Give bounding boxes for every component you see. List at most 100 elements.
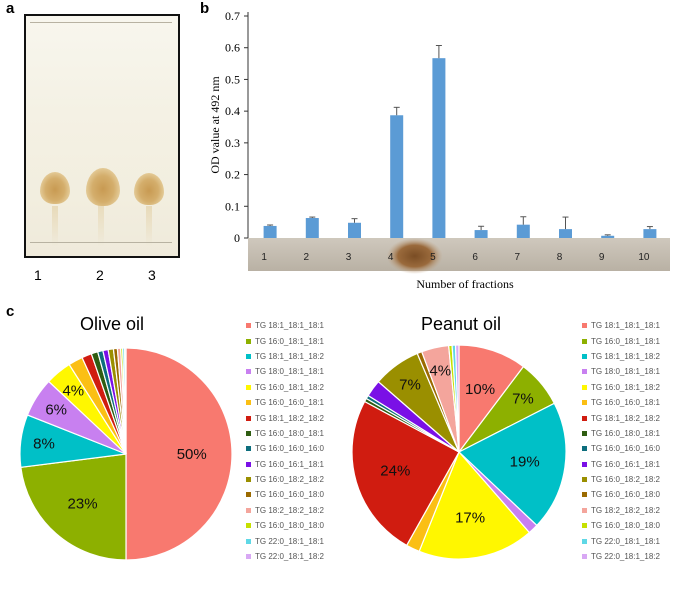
pie-chart-olive: 50% 23% 8% 6% 4% — [19, 347, 233, 561]
pie-slice-label: 17% — [455, 509, 485, 526]
legend-swatch — [246, 338, 251, 344]
legend-label: TG 18:1_18:2_18:2 — [591, 413, 660, 423]
legend-peanut: TG 18:1_18:1_18:1 TG 16:0_18:1_18:1 TG 18:… — [582, 318, 660, 564]
legend-label: TG 18:1_18:1_18:2 — [591, 351, 660, 361]
bar — [474, 230, 488, 238]
legend-item: TG 16:0_18:1_18:1 — [246, 333, 324, 348]
legend-item: TG 22:0_18:1_18:2 — [246, 549, 324, 564]
x-tick-label: 2 — [304, 252, 310, 263]
legend-swatch — [246, 492, 251, 498]
pie-slice-label: 24% — [380, 463, 410, 480]
legend-swatch — [582, 554, 587, 560]
legend-label: TG 18:0_18:1_18:1 — [591, 367, 660, 377]
y-tick-label: 0.2 — [225, 168, 240, 182]
pie-slice-label: 8% — [33, 436, 55, 453]
pie-slice-label: 4% — [429, 363, 451, 380]
pie-slice-label: 23% — [68, 495, 98, 512]
tlc-lane-label: 2 — [96, 267, 104, 283]
pie-slice — [418, 450, 531, 560]
legend-item: TG 18:1_18:2_18:2 — [582, 410, 660, 425]
legend-item: TG 18:1_18:1_18:2 — [246, 349, 324, 364]
y-tick-label: 0.3 — [225, 136, 240, 150]
legend-swatch — [582, 353, 587, 359]
legend-label: TG 18:1_18:1_18:1 — [591, 321, 660, 331]
legend-item: TG 22:0_18:1_18:1 — [582, 533, 660, 548]
legend-item: TG 16:0_18:1_18:2 — [582, 380, 660, 395]
legend-swatch — [246, 369, 251, 375]
legend-item: TG 16:0_18:0_18:0 — [246, 518, 324, 533]
pie-title-peanut: Peanut oil — [421, 314, 502, 334]
legend-item: TG 16:0_16:0_18:0 — [246, 487, 324, 502]
tlc-strip-spot — [386, 238, 443, 274]
legend-swatch — [246, 554, 251, 560]
legend-item: TG 16:0_16:0_18:1 — [246, 395, 324, 410]
tlc-solvent-front-line — [30, 22, 172, 23]
legend-label: TG 16:0_16:0_18:1 — [591, 398, 660, 408]
legend-label: TG 16:0_18:1_18:2 — [591, 382, 660, 392]
x-tick-label: 6 — [472, 252, 478, 263]
legend-item: TG 22:0_18:1_18:1 — [246, 533, 324, 548]
pie-slice-label: 6% — [45, 402, 67, 419]
x-tick-label: 8 — [557, 252, 563, 263]
legend-swatch — [582, 415, 587, 421]
tlc-origin-line — [30, 242, 172, 243]
pie-slice-label: 10% — [465, 381, 495, 398]
legend-olive: TG 18:1_18:1_18:1 TG 16:0_18:1_18:1 TG 18:… — [246, 318, 324, 564]
legend-item: TG 16:0_16:1_18:1 — [582, 457, 660, 472]
legend-item: TG 16:0_16:0_16:0 — [246, 441, 324, 456]
bar-chart: 0 0.1 0.2 0.3 0.4 0.5 0.6 0.7 1 2 3 4 5 6 7 8 9 10 OD va… — [208, 9, 670, 291]
bar — [643, 229, 657, 238]
y-tick-label: 0.5 — [225, 72, 240, 86]
legend-item: TG 18:1_18:2_18:2 — [246, 410, 324, 425]
legend-swatch — [582, 523, 587, 529]
tlc-spot-1 — [40, 172, 70, 204]
pie-slice — [20, 453, 127, 561]
pie-slice-label: 50% — [177, 446, 207, 463]
legend-label: TG 16:0_18:0_18:0 — [255, 521, 324, 531]
pie-chart-peanut: 10% 7% 19% 17% 24% 7% 4% — [351, 344, 567, 560]
y-tick-label: 0 — [234, 231, 240, 245]
pie-slice-label: 19% — [510, 453, 540, 470]
legend-label: TG 22:0_18:1_18:2 — [255, 552, 324, 562]
legend-swatch — [246, 323, 251, 329]
tlc-streak-3 — [146, 206, 152, 246]
x-tick-label: 10 — [638, 252, 650, 263]
bar — [390, 115, 404, 238]
legend-item: TG 16:0_16:0_18:0 — [582, 487, 660, 502]
legend-item: TG 16:0_16:0_18:1 — [582, 395, 660, 410]
legend-label: TG 22:0_18:1_18:2 — [591, 552, 660, 562]
legend-swatch — [246, 430, 251, 436]
legend-swatch — [582, 492, 587, 498]
legend-swatch — [582, 507, 587, 513]
pie-slice-label: 4% — [62, 382, 84, 399]
tlc-lane-label: 1 — [34, 267, 42, 283]
legend-swatch — [582, 538, 587, 544]
legend-swatch — [246, 384, 251, 390]
legend-swatch — [582, 430, 587, 436]
legend-label: TG 16:0_18:0_18:1 — [255, 428, 324, 438]
x-tick-label: 5 — [430, 252, 436, 263]
legend-swatch — [246, 523, 251, 529]
legend-swatch — [582, 384, 587, 390]
legend-label: TG 16:0_16:0_16:0 — [591, 444, 660, 454]
tlc-lane-label: 3 — [148, 267, 156, 283]
legend-label: TG 18:2_18:2_18:2 — [255, 505, 324, 515]
legend-label: TG 18:1_18:1_18:2 — [255, 351, 324, 361]
y-tick-label: 0.4 — [225, 104, 240, 118]
legend-label: TG 18:0_18:1_18:1 — [255, 367, 324, 377]
legend-label: TG 18:1_18:1_18:1 — [255, 321, 324, 331]
x-tick-label: 4 — [388, 252, 394, 263]
pie-slice-label: 7% — [512, 390, 534, 407]
legend-label: TG 16:0_16:0_18:0 — [255, 490, 324, 500]
pie-slice — [125, 347, 233, 561]
legend-label: TG 16:0_18:1_18:1 — [591, 336, 660, 346]
legend-item: TG 16:0_18:0_18:1 — [246, 426, 324, 441]
legend-label: TG 16:0_16:0_18:0 — [591, 490, 660, 500]
tlc-spot-2 — [86, 168, 120, 206]
legend-swatch — [582, 338, 587, 344]
legend-label: TG 16:0_18:0_18:0 — [591, 521, 660, 531]
legend-swatch — [582, 323, 587, 329]
pie-slice-label: 7% — [399, 376, 421, 393]
legend-item: TG 18:1_18:1_18:2 — [582, 349, 660, 364]
legend-swatch — [582, 477, 587, 483]
